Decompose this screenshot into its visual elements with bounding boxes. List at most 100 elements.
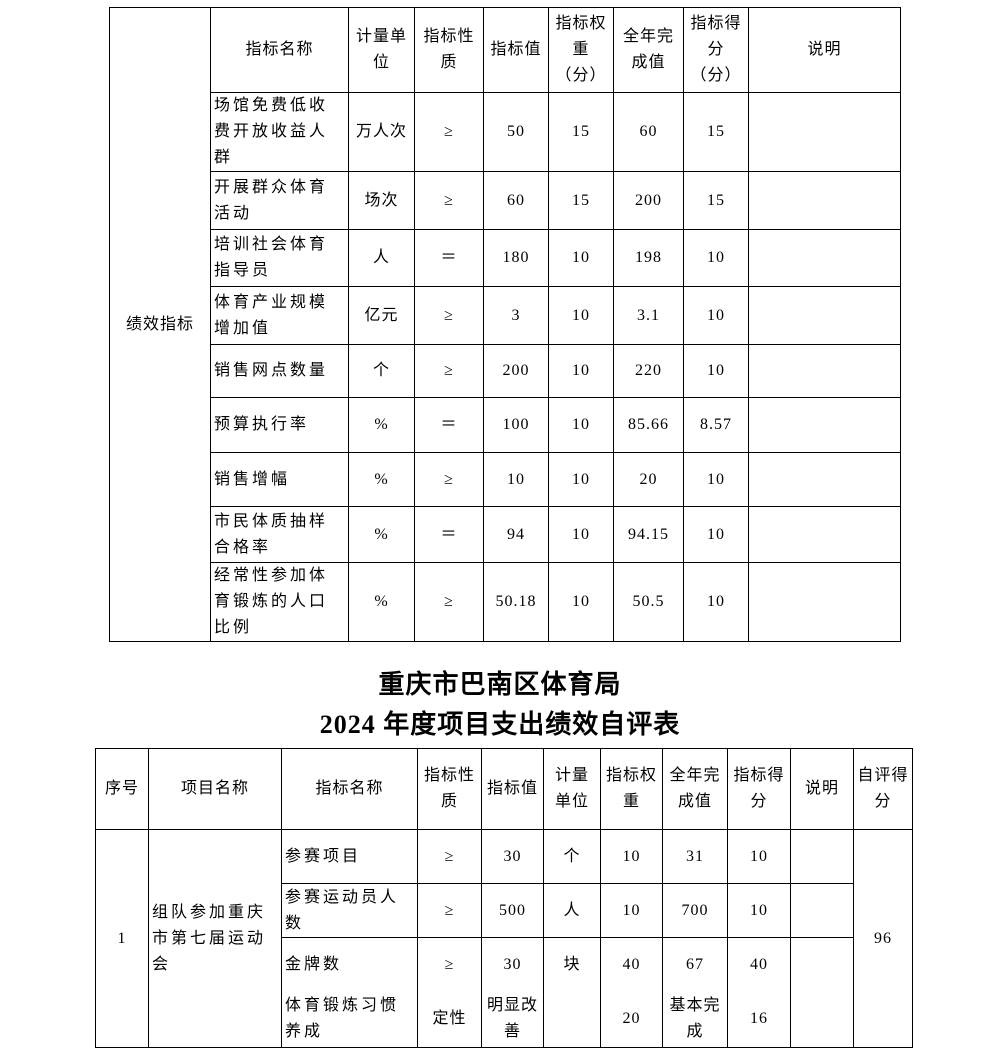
table-cell (748, 397, 901, 453)
table-cell: 10 (600, 829, 663, 884)
note-cell (790, 829, 854, 884)
table-cell: 30 (481, 937, 544, 992)
table-cell: 10 (683, 506, 749, 563)
indicator-name: 开展群众体育活动 (210, 171, 349, 230)
column-header: 指标权重 (600, 748, 663, 830)
table-cell: 700 (662, 883, 728, 938)
table-cell: 15 (548, 92, 614, 172)
table-row: 体育产业规模增加值 亿元 ≥3 10 3.1 10 (110, 286, 901, 345)
table-cell: % (348, 506, 415, 563)
table-cell: 85.66 (613, 397, 684, 453)
table-cell: 8.57 (683, 397, 749, 453)
note-cell (790, 883, 854, 938)
table-cell: 200 (483, 344, 549, 398)
indicator-name: 场馆免费低收费开放收益人群 (210, 92, 349, 172)
column-header: 项目名称 (148, 748, 282, 830)
table-cell: 10 (548, 452, 614, 507)
table-cell (748, 344, 901, 398)
table-row: 经常性参加体育锻炼的人口比例% ≥50.18 10 50.5 10 (110, 562, 901, 642)
table-cell: 3 (483, 286, 549, 345)
table-cell: 亿元 (348, 286, 415, 345)
column-header: 指标得分 (727, 748, 791, 830)
table-row: 1 组队参加重庆市第七届运动会 参赛项目 ≥30 个 10 31 10 96 (95, 829, 913, 1048)
document-title: 重庆市巴南区体育局 (378, 670, 622, 699)
table-cell: 明显改善 (481, 991, 544, 1048)
indicator-name: 销售增幅 (210, 452, 349, 507)
table-cell (543, 991, 601, 1048)
table-cell: 198 (613, 229, 684, 287)
category-cell: 绩效指标 (109, 7, 211, 642)
table-cell: ≥ (414, 171, 484, 230)
table-cell: 10 (683, 452, 749, 507)
table-cell: 10 (727, 883, 791, 938)
document-subtitle: 2024 年度项目支出绩效自评表 (319, 710, 681, 739)
table-cell: 块 (543, 937, 601, 992)
column-header: 指标得分（分） (683, 7, 749, 93)
table-cell: ≥ (414, 344, 484, 398)
table-cell: ≥ (414, 286, 484, 345)
project-self-evaluation-table: 序号 项目名称 指标名称 指标性质 指标值 计量单位 指标权重 全年完成值 指标得分 说明 自评得分… (95, 748, 913, 1048)
column-header: 计量单位 (348, 7, 415, 93)
self-score: 96 (853, 829, 913, 1048)
table-cell (748, 452, 901, 507)
column-header: 指标性质 (414, 7, 484, 93)
indicator-name: 体育产业规模增加值 (210, 286, 349, 345)
indicator-name: 培训社会体育指导员 (210, 229, 349, 287)
table-cell: ≥ (417, 829, 482, 884)
table-row: 培训社会体育指导员人＝ 180 10 198 10 (110, 229, 901, 287)
table-cell: 3.1 (613, 286, 684, 345)
note-cell (790, 937, 854, 1048)
table-row: 体育锻炼习惯养成 定性 明显改善 20 基本完成 16 (96, 991, 913, 1048)
table-cell: 10 (548, 562, 614, 642)
column-header: 全年完成值 (613, 7, 684, 93)
table-cell: 15 (683, 171, 749, 230)
table-cell: 基本完成 (662, 991, 728, 1048)
table-row: 销售增幅% ≥10 10 20 10 (110, 452, 901, 507)
table-cell: 67 (662, 937, 728, 992)
table-cell: 10 (683, 286, 749, 345)
table-cell: % (348, 562, 415, 642)
table-cell: 10 (683, 344, 749, 398)
column-header: 自评得分 (853, 748, 913, 830)
table-cell (748, 229, 901, 287)
table-cell: % (348, 397, 415, 453)
table-cell: 200 (613, 171, 684, 230)
table-cell: ≥ (414, 92, 484, 172)
table-cell: 20 (613, 452, 684, 507)
table-row: 金牌数 ≥30 块 40 67 40 (96, 937, 913, 1048)
column-header: 指标名称 (210, 7, 349, 93)
table-cell: ≥ (417, 883, 482, 938)
table-cell: 100 (483, 397, 549, 453)
table-cell (748, 171, 901, 230)
column-header: 序号 (95, 748, 149, 830)
table-cell: 50.18 (483, 562, 549, 642)
table-cell: ＝ (414, 397, 484, 453)
table-cell: 94 (483, 506, 549, 563)
table-cell: 10 (727, 829, 791, 884)
table-cell: 40 (600, 937, 663, 992)
indicator-name: 金牌数 (281, 937, 418, 992)
table-cell: ＝ (414, 506, 484, 563)
table-cell: 50.5 (613, 562, 684, 642)
project-name: 组队参加重庆市第七届运动会 (148, 829, 282, 1048)
table-row: 开展群众体育活动 场次 ≥60 15 200 15 (110, 171, 901, 230)
column-header: 计量单位 (543, 748, 601, 830)
table-cell: 人 (543, 883, 601, 938)
table-cell: 10 (548, 286, 614, 345)
table-cell: 15 (548, 171, 614, 230)
table-cell: 定性 (417, 991, 482, 1048)
table-cell: 10 (683, 229, 749, 287)
indicator-name: 预算执行率 (210, 397, 349, 453)
table-cell: 30 (481, 829, 544, 884)
table-cell: ≥ (414, 562, 484, 642)
table-cell: 10 (548, 506, 614, 563)
table-cell (748, 562, 901, 642)
table-cell: 场次 (348, 171, 415, 230)
table-row: 销售网点数量个 ≥200 10 220 10 (110, 344, 901, 398)
table-cell: 60 (483, 171, 549, 230)
table-cell (748, 92, 901, 172)
table-cell: 人 (348, 229, 415, 287)
table-cell: 个 (348, 344, 415, 398)
column-header: 说明 (748, 7, 901, 93)
performance-indicator-table: 绩效指标 指标名称 计量单位 指标性质 指标值 指标权重（分） 全年完成值 指标得分（分） 说明… (109, 7, 901, 642)
